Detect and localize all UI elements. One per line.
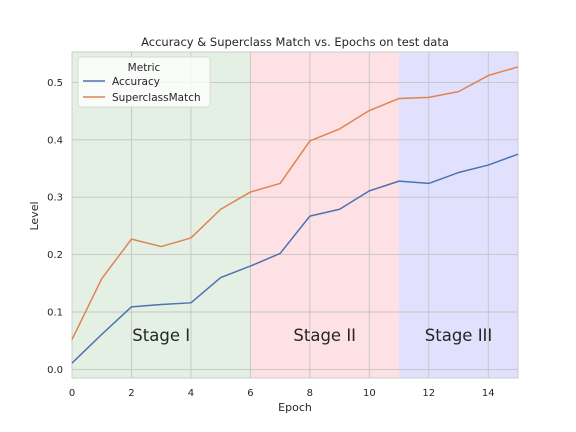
stage-band-2 bbox=[250, 52, 400, 378]
data-point-accuracy bbox=[427, 182, 430, 185]
data-point-superclassmatch bbox=[427, 96, 430, 99]
y-axis-label: Level bbox=[28, 201, 41, 230]
data-point-superclassmatch bbox=[457, 90, 460, 93]
data-point-accuracy bbox=[71, 362, 74, 365]
data-point-superclassmatch bbox=[219, 208, 222, 211]
data-point-accuracy bbox=[457, 171, 460, 174]
data-point-accuracy bbox=[279, 252, 282, 255]
legend-box bbox=[77, 56, 211, 108]
stage-label-2: Stage II bbox=[293, 326, 356, 345]
x-tick-label: 8 bbox=[307, 388, 313, 399]
data-point-accuracy bbox=[398, 180, 401, 183]
y-tick-label: 0.0 bbox=[47, 365, 63, 376]
stage-label-1: Stage I bbox=[132, 326, 190, 345]
x-tick-label: 0 bbox=[69, 388, 75, 399]
y-tick-label: 0.4 bbox=[47, 135, 63, 146]
data-point-superclassmatch bbox=[368, 109, 371, 112]
data-point-accuracy bbox=[219, 276, 222, 279]
data-point-superclassmatch bbox=[71, 338, 74, 341]
x-axis-label: Epoch bbox=[278, 401, 312, 414]
data-point-superclassmatch bbox=[160, 245, 163, 248]
data-point-superclassmatch bbox=[487, 74, 490, 77]
data-point-accuracy bbox=[517, 153, 520, 156]
stage-band-3 bbox=[399, 52, 518, 378]
plot-frame bbox=[71, 51, 519, 379]
data-point-superclassmatch bbox=[249, 191, 252, 194]
data-point-accuracy bbox=[160, 303, 163, 306]
y-tick-label: 0.2 bbox=[47, 250, 63, 261]
legend: Metric Accuracy SuperclassMatch bbox=[77, 56, 211, 108]
data-point-accuracy bbox=[130, 305, 133, 308]
data-point-accuracy bbox=[338, 208, 341, 211]
x-tick-label: 14 bbox=[482, 388, 495, 399]
data-point-accuracy bbox=[249, 265, 252, 268]
y-tick-label: 0.1 bbox=[47, 307, 63, 318]
legend-label-accuracy: Accuracy bbox=[112, 76, 160, 88]
data-point-superclassmatch bbox=[338, 127, 341, 130]
data-point-accuracy bbox=[308, 215, 311, 218]
series-line-accuracy bbox=[71, 153, 519, 364]
y-tick-label: 0.3 bbox=[47, 193, 63, 204]
data-point-superclassmatch bbox=[279, 182, 282, 185]
series-line-superclassmatch bbox=[71, 66, 519, 340]
data-point-accuracy bbox=[487, 164, 490, 167]
data-point-accuracy bbox=[189, 301, 192, 304]
chart-title: Accuracy & Superclass Match vs. Epochs o… bbox=[141, 35, 449, 49]
legend-title: Metric bbox=[128, 62, 161, 74]
x-tick-label: 2 bbox=[128, 388, 134, 399]
data-point-accuracy bbox=[368, 189, 371, 192]
data-point-superclassmatch bbox=[100, 277, 103, 280]
stage-label-3: Stage III bbox=[425, 326, 493, 345]
x-tick-label: 6 bbox=[247, 388, 253, 399]
data-point-superclassmatch bbox=[189, 236, 192, 239]
legend-label-superclassmatch: SuperclassMatch bbox=[112, 92, 201, 104]
x-tick-label: 4 bbox=[188, 388, 194, 399]
y-tick-label: 0.5 bbox=[47, 78, 63, 89]
x-tick-label: 10 bbox=[363, 388, 376, 399]
data-point-superclassmatch bbox=[517, 65, 520, 68]
x-tick-label: 12 bbox=[422, 388, 435, 399]
data-point-superclassmatch bbox=[308, 139, 311, 142]
data-point-superclassmatch bbox=[130, 238, 133, 241]
data-point-accuracy bbox=[100, 333, 103, 336]
data-point-superclassmatch bbox=[398, 97, 401, 100]
